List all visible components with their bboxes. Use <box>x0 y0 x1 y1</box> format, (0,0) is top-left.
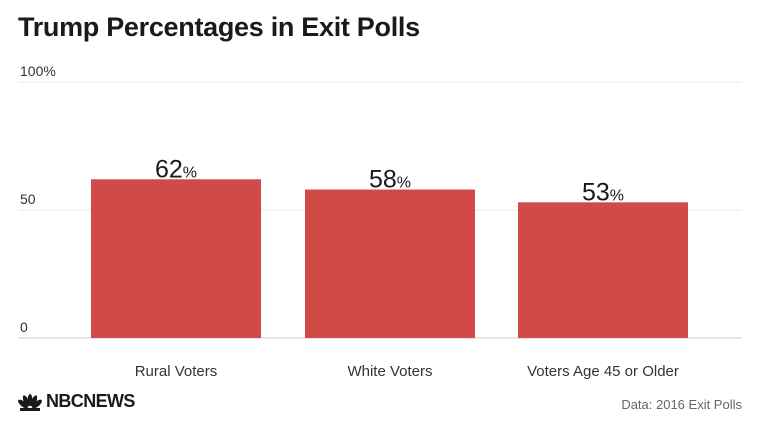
y-tick-label: 0 <box>20 319 28 335</box>
x-tick-label: Rural Voters <box>135 363 218 380</box>
peacock-icon <box>18 393 42 411</box>
bar-value-label: 58% <box>369 166 411 194</box>
value-labels: 62% 58% 53% <box>155 155 624 206</box>
bars <box>91 179 688 338</box>
y-axis-ticks: 0 50 100% <box>20 63 56 335</box>
source-note: Data: 2016 Exit Polls <box>621 397 742 412</box>
bar-value-label: 62% <box>155 155 197 183</box>
x-tick-label: White Voters <box>347 363 432 380</box>
bar-value-label: 53% <box>582 178 624 206</box>
chart-title: Trump Percentages in Exit Polls <box>18 12 420 42</box>
bar <box>305 189 475 338</box>
bar-chart: 0 50 100% 62% 58% 53% Rural Voters White Vote… <box>18 63 742 380</box>
x-axis-ticks: Rural Voters White Voters Voters Age 45 or… <box>135 363 679 380</box>
x-tick-label: Voters Age 45 or Older <box>527 363 679 380</box>
nbc-news-logo: NBCNEWS <box>18 391 135 412</box>
bar <box>518 202 688 338</box>
bar <box>91 179 261 338</box>
y-tick-label: 50 <box>20 191 36 207</box>
y-tick-label: 100% <box>20 63 56 79</box>
logo-wordmark: NBCNEWS <box>46 391 135 411</box>
